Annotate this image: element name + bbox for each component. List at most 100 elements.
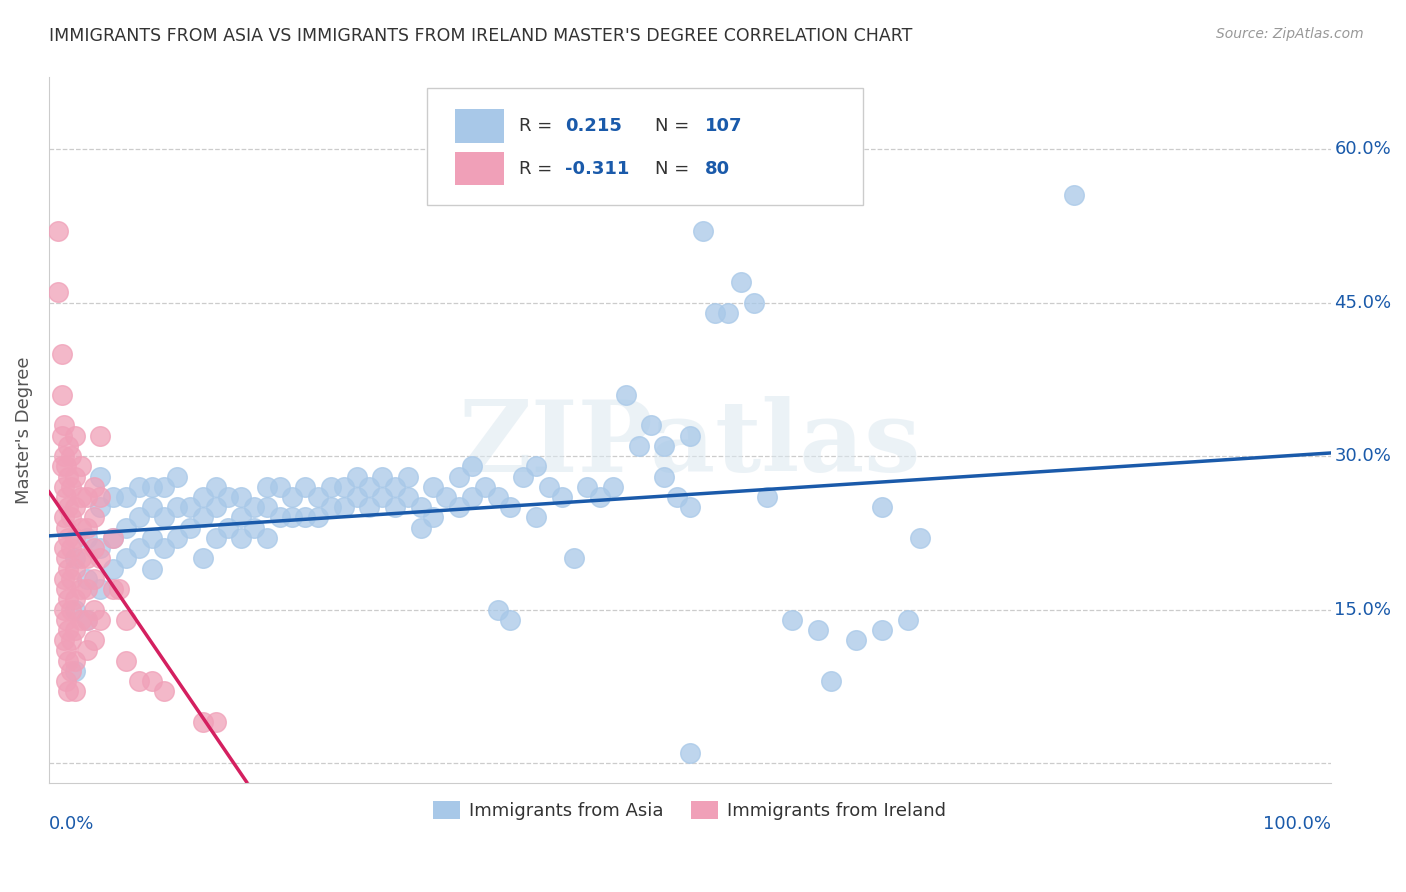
- Point: [55, 613, 77, 627]
- Point: [614, 387, 637, 401]
- Point: [58, 561, 80, 575]
- Point: [63, 469, 86, 483]
- Text: 0.0%: 0.0%: [49, 815, 94, 833]
- Legend: Immigrants from Asia, Immigrants from Ireland: Immigrants from Asia, Immigrants from Ir…: [426, 794, 953, 828]
- Point: [83, 480, 105, 494]
- Point: [191, 510, 214, 524]
- Point: [449, 500, 471, 515]
- Point: [782, 613, 804, 627]
- Point: [58, 684, 80, 698]
- Point: [166, 500, 188, 515]
- Point: [108, 582, 131, 596]
- Point: [384, 480, 406, 494]
- Point: [63, 623, 86, 637]
- Point: [76, 613, 98, 627]
- Point: [59, 541, 82, 556]
- Point: [332, 500, 354, 515]
- Point: [63, 664, 86, 678]
- Point: [115, 654, 138, 668]
- Point: [486, 602, 509, 616]
- Text: IMMIGRANTS FROM ASIA VS IMMIGRANTS FROM IRELAND MASTER'S DEGREE CORRELATION CHAR: IMMIGRANTS FROM ASIA VS IMMIGRANTS FROM …: [49, 27, 912, 45]
- Point: [55, 551, 77, 566]
- Point: [59, 480, 82, 494]
- Point: [63, 428, 86, 442]
- Point: [231, 531, 253, 545]
- Point: [128, 541, 150, 556]
- Point: [204, 715, 226, 730]
- Point: [461, 459, 484, 474]
- Point: [153, 480, 176, 494]
- Point: [256, 480, 278, 494]
- Point: [63, 654, 86, 668]
- Point: [1063, 188, 1085, 202]
- Point: [294, 480, 316, 494]
- Point: [359, 480, 381, 494]
- Point: [55, 643, 77, 657]
- Point: [243, 521, 266, 535]
- Point: [76, 613, 98, 627]
- Point: [191, 551, 214, 566]
- Point: [58, 500, 80, 515]
- Point: [59, 449, 82, 463]
- Point: [51, 428, 73, 442]
- Point: [652, 439, 675, 453]
- Point: [141, 531, 163, 545]
- Text: 60.0%: 60.0%: [1334, 140, 1391, 158]
- Point: [141, 561, 163, 575]
- Point: [115, 521, 138, 535]
- Point: [679, 746, 702, 760]
- Point: [53, 510, 76, 524]
- Point: [53, 541, 76, 556]
- Point: [499, 500, 522, 515]
- Point: [83, 510, 105, 524]
- Point: [76, 521, 98, 535]
- Text: N =: N =: [655, 117, 695, 136]
- Point: [70, 582, 93, 596]
- Point: [717, 306, 740, 320]
- Point: [730, 275, 752, 289]
- Point: [55, 674, 77, 689]
- Point: [627, 439, 650, 453]
- Point: [217, 490, 239, 504]
- Point: [422, 480, 444, 494]
- Point: [204, 480, 226, 494]
- Point: [58, 531, 80, 545]
- FancyBboxPatch shape: [427, 88, 863, 204]
- Point: [499, 613, 522, 627]
- Point: [486, 490, 509, 504]
- Point: [101, 490, 124, 504]
- Point: [845, 633, 868, 648]
- Text: Source: ZipAtlas.com: Source: ZipAtlas.com: [1216, 27, 1364, 41]
- Point: [281, 510, 304, 524]
- Point: [63, 500, 86, 515]
- Point: [409, 521, 432, 535]
- Point: [231, 510, 253, 524]
- Point: [204, 500, 226, 515]
- Point: [346, 469, 368, 483]
- Point: [256, 531, 278, 545]
- Point: [115, 551, 138, 566]
- Point: [371, 490, 394, 504]
- Point: [51, 459, 73, 474]
- Text: ZIPatlas: ZIPatlas: [458, 396, 921, 493]
- Point: [76, 572, 98, 586]
- Point: [319, 500, 342, 515]
- Point: [537, 480, 560, 494]
- Point: [640, 418, 662, 433]
- Point: [89, 541, 111, 556]
- Point: [76, 643, 98, 657]
- Point: [89, 551, 111, 566]
- Point: [63, 602, 86, 616]
- Point: [870, 623, 893, 637]
- Point: [63, 561, 86, 575]
- Point: [76, 551, 98, 566]
- Point: [359, 500, 381, 515]
- Point: [76, 531, 98, 545]
- Point: [409, 500, 432, 515]
- Point: [128, 480, 150, 494]
- Point: [665, 490, 688, 504]
- Point: [319, 480, 342, 494]
- Point: [63, 551, 86, 566]
- Point: [910, 531, 932, 545]
- Point: [524, 459, 547, 474]
